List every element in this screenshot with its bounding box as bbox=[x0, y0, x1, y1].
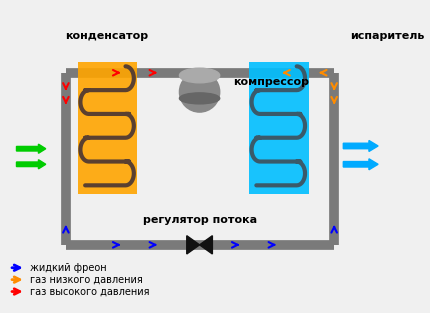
Text: газ высокого давления: газ высокого давления bbox=[30, 286, 150, 296]
Ellipse shape bbox=[179, 93, 220, 104]
Text: регулятор потока: регулятор потока bbox=[142, 215, 257, 225]
Bar bbox=[78, 62, 137, 194]
Text: испаритель: испаритель bbox=[350, 31, 424, 41]
Text: жидкий фреон: жидкий фреон bbox=[30, 263, 107, 273]
Text: компрессор: компрессор bbox=[233, 77, 310, 87]
Polygon shape bbox=[200, 236, 212, 254]
Circle shape bbox=[179, 72, 220, 112]
FancyArrow shape bbox=[343, 141, 378, 151]
Bar bbox=[249, 62, 308, 194]
Text: газ низкого давления: газ низкого давления bbox=[30, 275, 143, 285]
FancyArrow shape bbox=[16, 144, 46, 153]
Ellipse shape bbox=[179, 68, 220, 83]
FancyArrow shape bbox=[16, 160, 46, 169]
FancyArrow shape bbox=[343, 159, 378, 170]
Polygon shape bbox=[187, 236, 200, 254]
Text: конденсатор: конденсатор bbox=[65, 31, 149, 41]
